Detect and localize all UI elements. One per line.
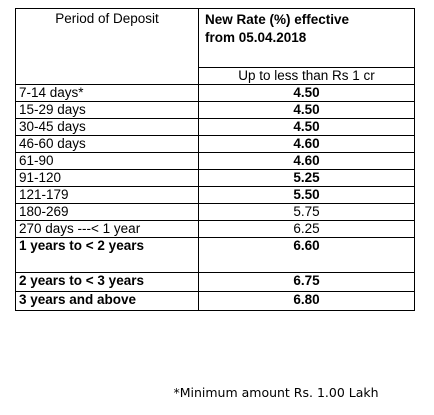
period-cell: 121-179: [15, 186, 199, 204]
rate-header-line2: from 05.04.2018: [205, 30, 307, 45]
rate-cell: 6.80: [198, 291, 415, 311]
table-row: 121-179 5.50: [15, 186, 415, 204]
rate-cell: 4.50: [198, 84, 415, 102]
period-cell: 30-45 days: [15, 118, 199, 136]
period-header: Period of Deposit: [15, 8, 199, 85]
table-row: 15-29 days 4.50: [15, 101, 415, 119]
header-row: Period of Deposit New Rate (%) effective…: [15, 8, 415, 85]
period-cell: 15-29 days: [15, 101, 199, 119]
footnote: *Minimum amount Rs. 1.00 Lakh: [173, 385, 379, 400]
rate-cell: 4.50: [198, 101, 415, 119]
period-cell: 46-60 days: [15, 135, 199, 153]
rate-subheader: Up to less than Rs 1 cr: [198, 67, 415, 85]
period-cell: 3 years and above: [15, 291, 199, 311]
rate-cell: 4.60: [198, 135, 415, 153]
rate-cell: 5.25: [198, 169, 415, 187]
deposit-rate-table-wrapper: Period of Deposit New Rate (%) effective…: [15, 8, 415, 311]
table-row: 1 years to < 2 years 6.60: [15, 237, 415, 273]
table-row: 3 years and above 6.80: [15, 291, 415, 311]
period-cell: 1 years to < 2 years: [15, 237, 199, 273]
deposit-rate-table: Period of Deposit New Rate (%) effective…: [15, 8, 415, 311]
period-cell: 2 years to < 3 years: [15, 272, 199, 292]
period-cell: 61-90: [15, 152, 199, 170]
period-cell: 180-269: [15, 203, 199, 221]
table-row: 91-120 5.25: [15, 169, 415, 187]
period-cell: 7-14 days*: [15, 84, 199, 102]
rate-cell: 5.75: [198, 203, 415, 221]
table-row: 7-14 days* 4.50: [15, 84, 415, 102]
rate-header-line1: New Rate (%) effective: [205, 12, 350, 27]
rate-cell: 5.50: [198, 186, 415, 204]
rate-cell: 6.25: [198, 220, 415, 238]
table-row: 180-269 5.75: [15, 203, 415, 221]
period-cell: 270 days ---< 1 year: [15, 220, 199, 238]
table-row: 30-45 days 4.50: [15, 118, 415, 136]
rate-cell: 4.50: [198, 118, 415, 136]
table-row: 46-60 days 4.60: [15, 135, 415, 153]
period-cell: 91-120: [15, 169, 199, 187]
rate-cell: 6.75: [198, 272, 415, 292]
table-row: 61-90 4.60: [15, 152, 415, 170]
rate-cell: 6.60: [198, 237, 415, 273]
table-row: 2 years to < 3 years 6.75: [15, 272, 415, 292]
rate-cell: 4.60: [198, 152, 415, 170]
table-row: 270 days ---< 1 year 6.25: [15, 220, 415, 238]
rate-header: New Rate (%) effective from 05.04.2018: [198, 8, 415, 68]
